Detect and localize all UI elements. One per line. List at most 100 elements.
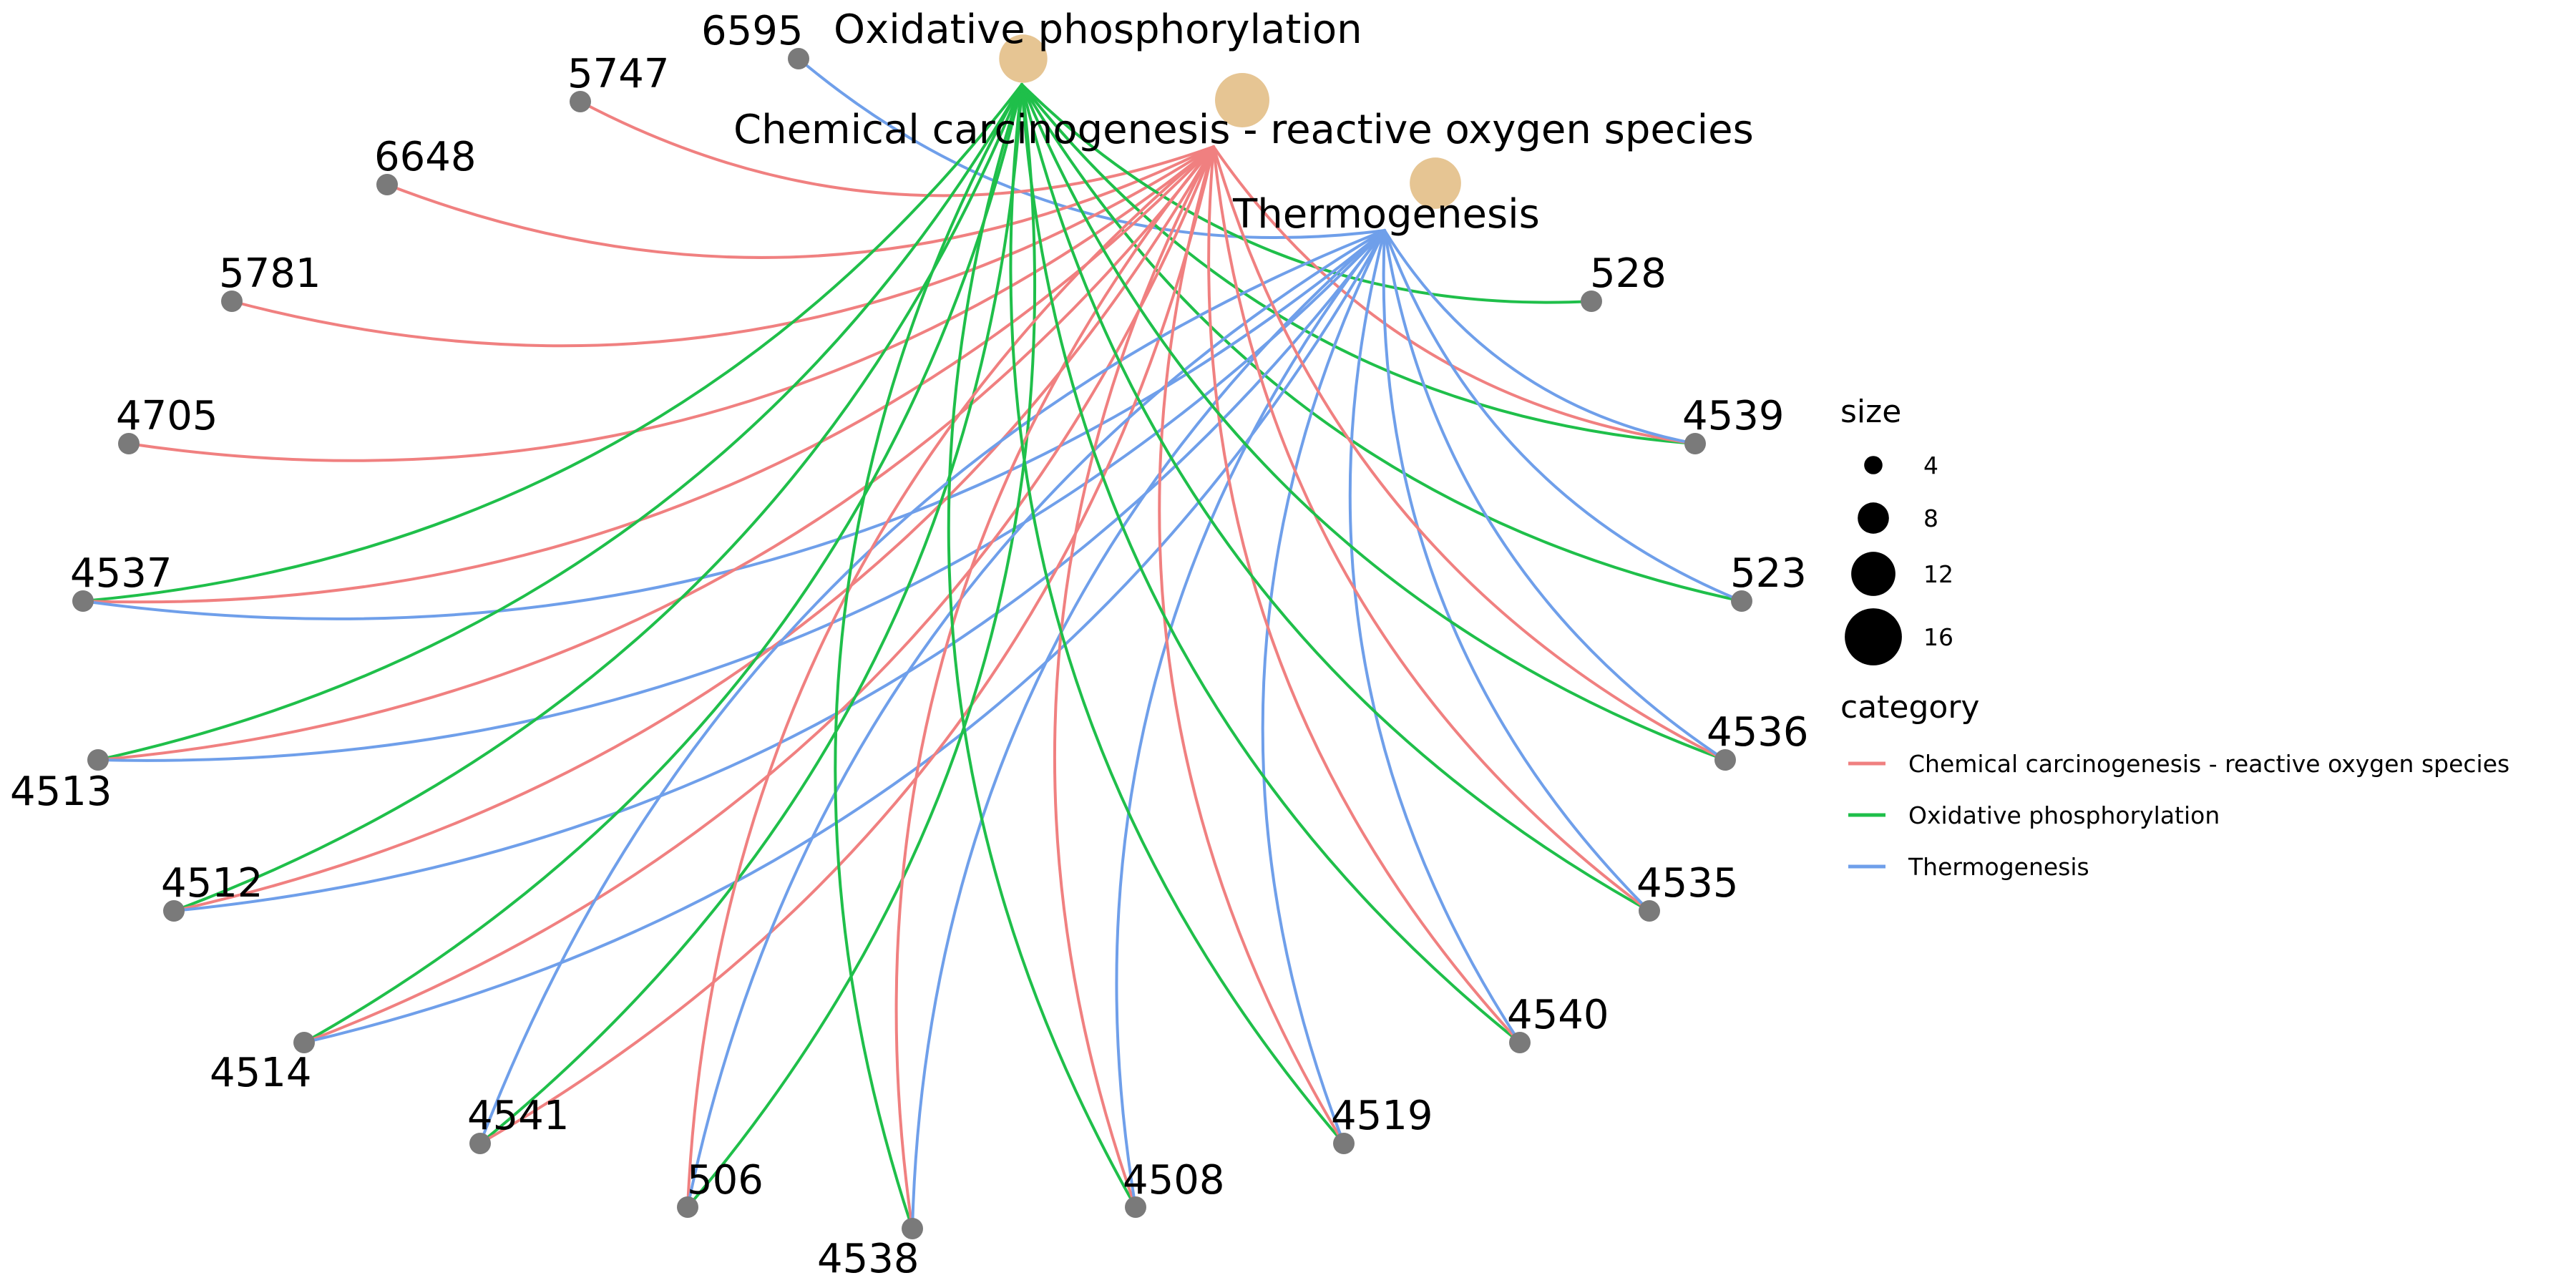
gene-node-4541[interactable] xyxy=(469,1133,491,1154)
edge-thermogenesis-4536 xyxy=(1383,229,1727,761)
edge-thermogenesis-4538 xyxy=(911,229,1386,1230)
gene-label-4513: 4513 xyxy=(10,769,112,815)
gene-label-523: 523 xyxy=(1730,550,1807,597)
edge-oxidative-4508 xyxy=(947,83,1137,1209)
edge-thermogenesis-4539 xyxy=(1383,229,1697,445)
gene-node-5747[interactable] xyxy=(570,91,591,112)
labels-layer: 6595 5747 6648 5781 4705 4537 4513 4512 4514 4541… xyxy=(10,6,1809,1282)
edge-thermogenesis-4535 xyxy=(1382,229,1651,912)
edge-thermogenesis-4512 xyxy=(172,229,1386,912)
gene-node-4513[interactable] xyxy=(87,749,109,771)
gene-node-523[interactable] xyxy=(1731,590,1752,612)
legend-size-dot-12 xyxy=(1851,552,1896,596)
edge-thermogenesis-4541 xyxy=(479,229,1386,1145)
gene-label-4541: 4541 xyxy=(467,1093,570,1139)
gene-node-4539[interactable] xyxy=(1684,433,1706,454)
legend-category-title: category xyxy=(1840,689,1979,726)
gene-label-4540: 4540 xyxy=(1507,992,1609,1038)
gene-node-4508[interactable] xyxy=(1125,1196,1146,1218)
edge-chemical-4512 xyxy=(172,145,1215,912)
edge-thermogenesis-4508 xyxy=(1115,229,1386,1209)
gene-node-4538[interactable] xyxy=(902,1218,923,1239)
gene-label-4514: 4514 xyxy=(210,1050,312,1096)
edge-chemical-506 xyxy=(686,145,1215,1209)
edge-chemical-4519 xyxy=(1158,145,1345,1145)
edge-thermogenesis-4540 xyxy=(1348,229,1521,1044)
gene-node-506[interactable] xyxy=(677,1196,698,1218)
gene-label-4539: 4539 xyxy=(1682,393,1785,439)
edge-oxidative-4514 xyxy=(303,83,1023,1044)
edge-oxidative-4538 xyxy=(834,83,1023,1230)
edge-chemical-4537 xyxy=(82,145,1215,604)
edge-oxidative-4537 xyxy=(82,83,1023,602)
gene-node-4519[interactable] xyxy=(1333,1133,1355,1154)
edge-thermogenesis-4519 xyxy=(1261,229,1386,1145)
edge-thermogenesis-506 xyxy=(686,229,1386,1209)
gene-node-4514[interactable] xyxy=(293,1032,315,1053)
gene-node-4537[interactable] xyxy=(72,590,94,612)
legend-size-dot-4 xyxy=(1864,456,1883,474)
pathway-label-thermogenesis: Thermogenesis xyxy=(1232,191,1540,238)
pathway-node-oxidative[interactable] xyxy=(999,34,1048,83)
gene-label-4705: 4705 xyxy=(116,393,218,439)
gene-node-6595[interactable] xyxy=(788,48,809,69)
legend-category-items: Chemical carcinogenesis - reactive oxyge… xyxy=(1848,750,2509,881)
legend-size-dot-8 xyxy=(1858,502,1889,534)
gene-label-6595: 6595 xyxy=(701,8,804,54)
gene-label-5781: 5781 xyxy=(219,250,321,297)
edge-chemical-4538 xyxy=(894,145,1215,1230)
legend-category-label-thermogenesis: Thermogenesis xyxy=(1908,853,2089,881)
edge-chemical-6648 xyxy=(386,145,1215,259)
legend-size-title: size xyxy=(1840,394,1901,430)
gene-label-506: 506 xyxy=(687,1157,763,1204)
gene-label-4536: 4536 xyxy=(1707,709,1809,756)
edge-oxidative-4541 xyxy=(479,83,1023,1145)
pathway-label-oxidative: Oxidative phosphorylation xyxy=(834,6,1362,53)
edge-chemical-4705 xyxy=(127,145,1215,462)
legend: size 4 8 12 16 category Chemical carcinogen… xyxy=(1840,394,2509,881)
gene-node-4536[interactable] xyxy=(1714,749,1736,771)
legend-category-label-chemical: Chemical carcinogenesis - reactive oxyge… xyxy=(1908,750,2509,778)
legend-size-label-16: 16 xyxy=(1923,623,1953,651)
edge-chemical-4536 xyxy=(1212,145,1727,761)
legend-size-label-12: 12 xyxy=(1923,560,1953,588)
gene-label-4512: 4512 xyxy=(161,860,263,907)
edge-chemical-4514 xyxy=(303,145,1215,1044)
edge-chemical-5747 xyxy=(579,100,1215,197)
edge-thermogenesis-6595 xyxy=(797,57,1386,240)
legend-category-label-oxidative: Oxidative phosphorylation xyxy=(1908,801,2220,829)
gene-node-4512[interactable] xyxy=(163,900,185,922)
edge-oxidative-506 xyxy=(686,83,1037,1209)
edge-chemical-4513 xyxy=(97,145,1215,761)
pathway-label-chemical: Chemical carcinogenesis - reactive oxyge… xyxy=(733,107,1754,153)
edge-oxidative-4540 xyxy=(1020,83,1521,1044)
edge-oxidative-4519 xyxy=(1009,83,1345,1145)
gene-node-4535[interactable] xyxy=(1639,900,1660,922)
pathway-node-chemical[interactable] xyxy=(1215,73,1269,127)
edge-oxidative-4535 xyxy=(1020,83,1651,912)
gene-node-5781[interactable] xyxy=(221,291,243,312)
legend-size-label-4: 4 xyxy=(1923,452,1938,479)
gene-node-4705[interactable] xyxy=(118,433,140,454)
gene-label-4519: 4519 xyxy=(1331,1093,1433,1139)
edges-layer xyxy=(82,57,1743,1230)
gene-label-4538: 4538 xyxy=(817,1236,919,1282)
gene-node-528[interactable] xyxy=(1581,291,1602,312)
legend-size-label-8: 8 xyxy=(1923,504,1938,532)
gene-label-5747: 5747 xyxy=(567,51,670,97)
pathway-node-thermogenesis[interactable] xyxy=(1410,157,1461,209)
gene-label-4508: 4508 xyxy=(1123,1157,1225,1204)
edge-chemical-4539 xyxy=(1212,145,1697,445)
edge-chemical-4535 xyxy=(1212,145,1651,912)
gene-node-4540[interactable] xyxy=(1509,1032,1531,1053)
edge-oxidative-523 xyxy=(1020,83,1743,602)
gene-label-528: 528 xyxy=(1590,250,1667,297)
gene-node-6648[interactable] xyxy=(376,174,398,195)
gene-label-4535: 4535 xyxy=(1636,860,1739,907)
edge-oxidative-4536 xyxy=(1020,83,1727,761)
edge-oxidative-4512 xyxy=(172,83,1023,912)
edge-thermogenesis-4537 xyxy=(82,229,1386,620)
gene-label-4537: 4537 xyxy=(70,550,172,597)
nodes-layer xyxy=(72,34,1752,1239)
